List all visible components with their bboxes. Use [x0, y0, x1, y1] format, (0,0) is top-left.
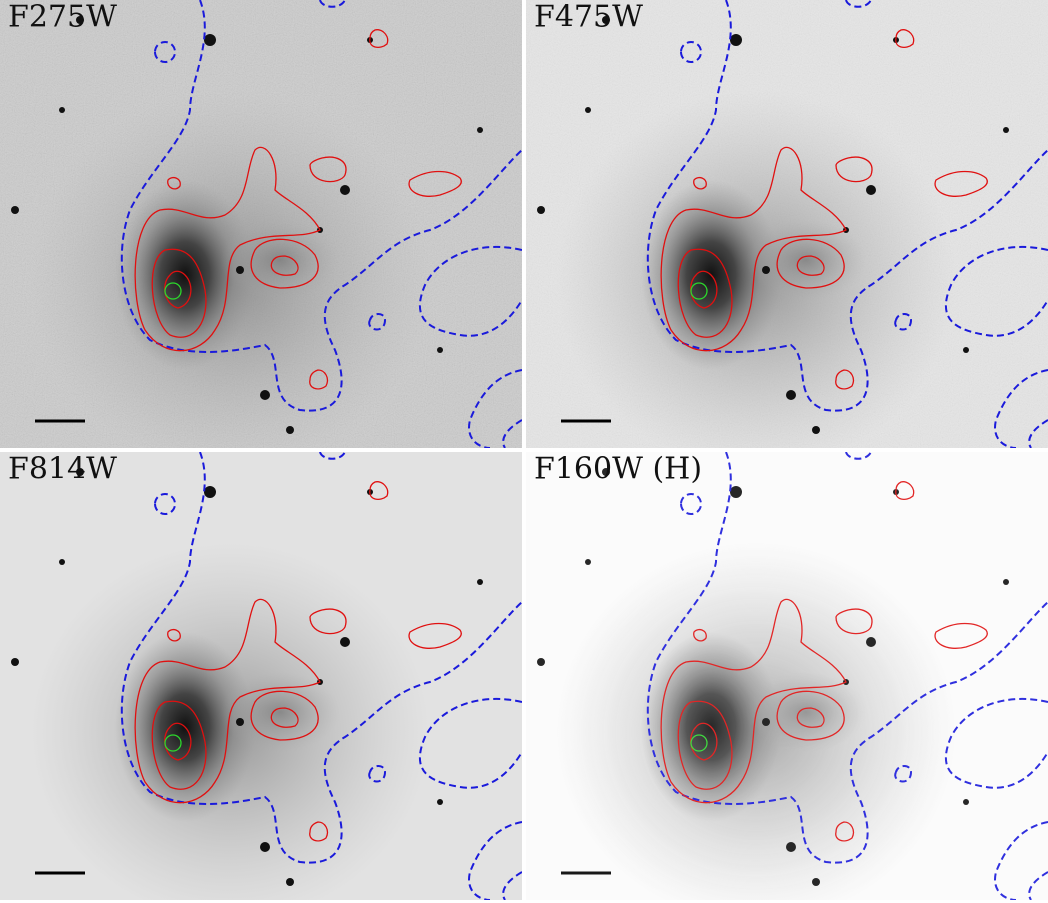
panel: F475W — [526, 0, 1048, 448]
panel-label: F814W — [8, 452, 117, 487]
panel: F160W (H) — [526, 452, 1048, 900]
panel: F275W — [0, 0, 522, 448]
panel-label: F160W (H) — [534, 452, 702, 487]
panel-label: F275W — [8, 0, 117, 35]
panel: F814W — [0, 452, 522, 900]
panel-label: F475W — [534, 0, 643, 35]
